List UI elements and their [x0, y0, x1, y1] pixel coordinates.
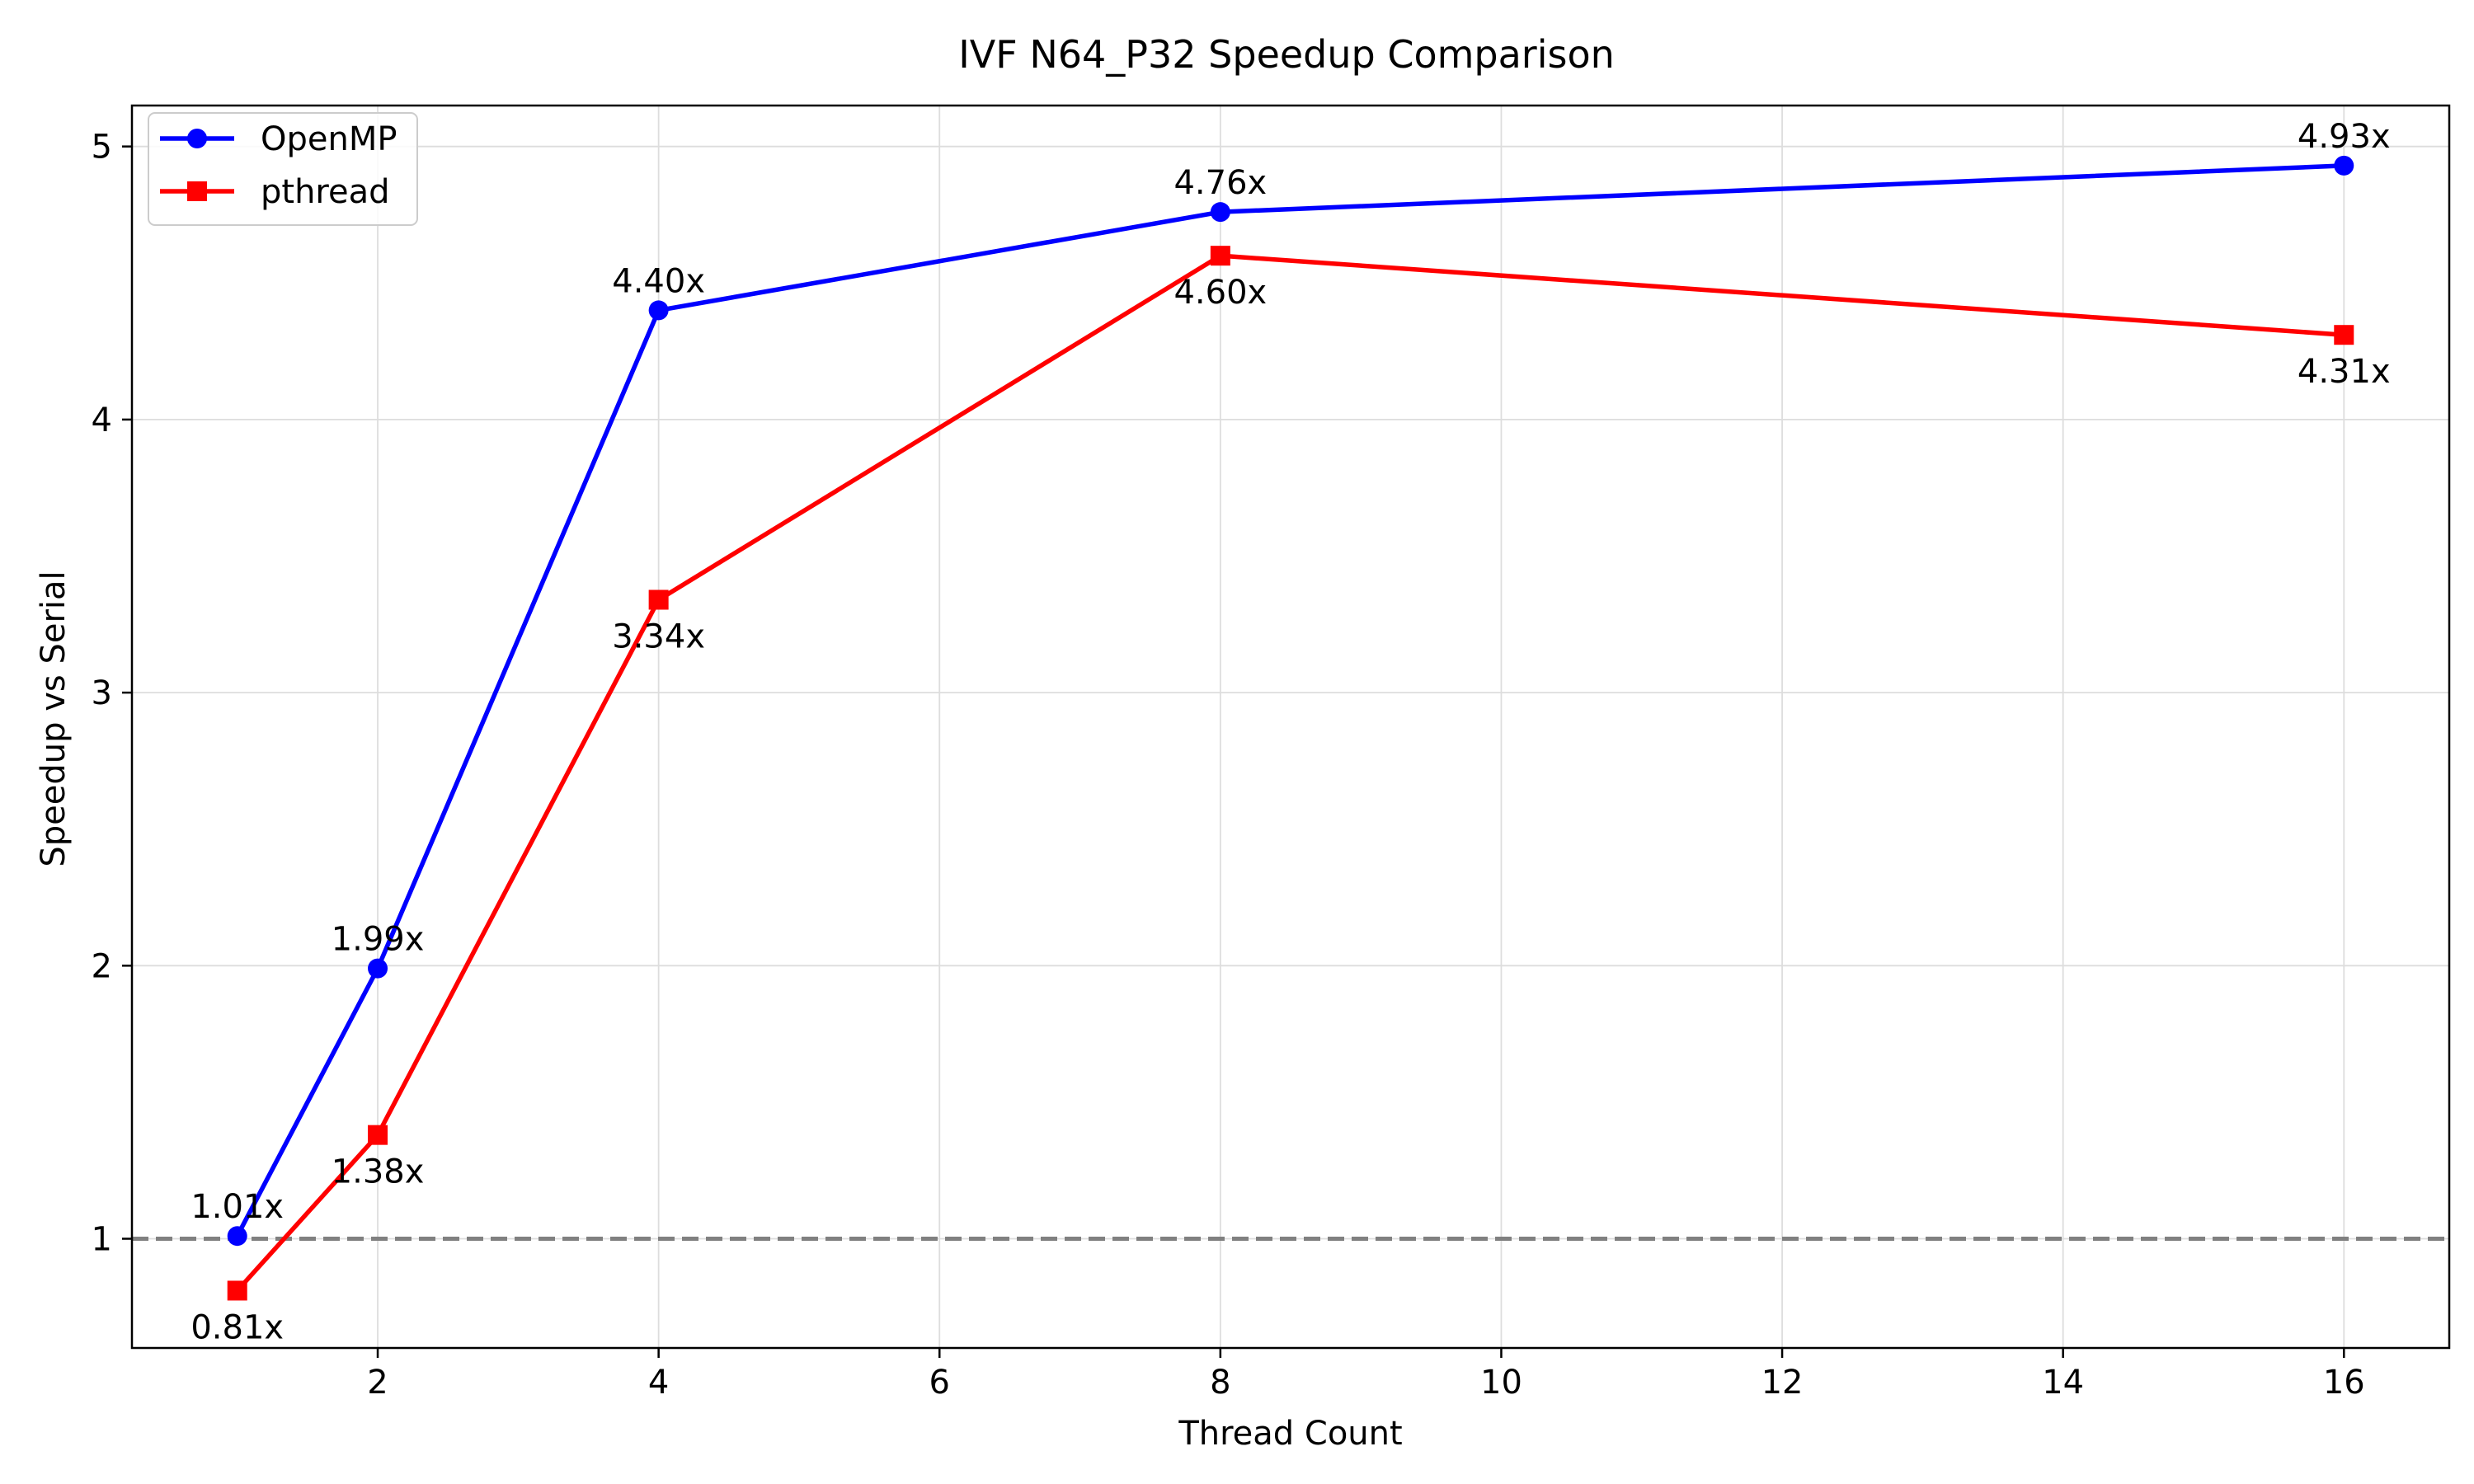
x-tick-label: 2	[367, 1364, 388, 1402]
legend-openmp-marker	[187, 129, 207, 148]
openmp-data-label: 1.01x	[190, 1188, 284, 1226]
y-tick-label: 2	[92, 947, 112, 985]
legend: OpenMP pthread	[148, 112, 418, 226]
legend-box	[148, 112, 418, 226]
series-layer	[227, 155, 2354, 1301]
chart-title: IVF N64_P32 Speedup Comparison	[958, 32, 1615, 77]
x-tick-label: 14	[2042, 1364, 2084, 1402]
pthread-data-label: 0.81x	[190, 1308, 284, 1346]
openmp-point	[227, 1226, 247, 1247]
openmp-point	[368, 958, 388, 979]
legend-openmp-label: OpenMP	[261, 120, 397, 158]
x-axis-title: Thread Count	[1178, 1415, 1402, 1453]
openmp-data-label: 4.93x	[2298, 118, 2391, 156]
y-axis-title: Speedup vs Serial	[35, 571, 73, 866]
data-label-layer: 1.01x 1.99x 4.40x 4.76x 4.93x 0.81x 1.38x 3.34x…	[190, 118, 2390, 1347]
y-tick-label: 5	[92, 129, 112, 167]
openmp-point	[1210, 202, 1230, 223]
legend-pthread-label: pthread	[261, 173, 390, 211]
x-tick-label: 8	[1210, 1364, 1230, 1402]
pthread-data-label: 1.38x	[332, 1153, 425, 1191]
pthread-data-label: 3.34x	[612, 618, 705, 655]
pthread-point	[368, 1125, 388, 1145]
pthread-data-label: 4.60x	[1174, 274, 1267, 312]
legend-pthread-marker	[187, 181, 207, 201]
openmp-data-label: 4.40x	[612, 262, 705, 300]
y-tick-label: 1	[92, 1221, 112, 1259]
plot-frame	[130, 104, 2451, 1350]
y-tick-label: 3	[92, 674, 112, 712]
pthread-point	[227, 1280, 247, 1301]
pthread-data-label: 4.31x	[2298, 353, 2391, 391]
pthread-point	[2334, 325, 2354, 345]
x-tick-label: 4	[648, 1364, 669, 1402]
x-tick-label: 6	[929, 1364, 950, 1402]
pthread-point	[648, 589, 669, 610]
x-tick-label: 16	[2323, 1364, 2365, 1402]
x-tick-label: 12	[1761, 1364, 1804, 1402]
openmp-data-label: 1.99x	[332, 921, 425, 959]
openmp-point	[2334, 155, 2354, 176]
openmp-data-label: 4.76x	[1174, 164, 1267, 202]
pthread-point	[1210, 246, 1230, 266]
x-tick-label: 10	[1480, 1364, 1522, 1402]
y-tick-label: 4	[92, 402, 112, 439]
openmp-point	[648, 300, 669, 321]
